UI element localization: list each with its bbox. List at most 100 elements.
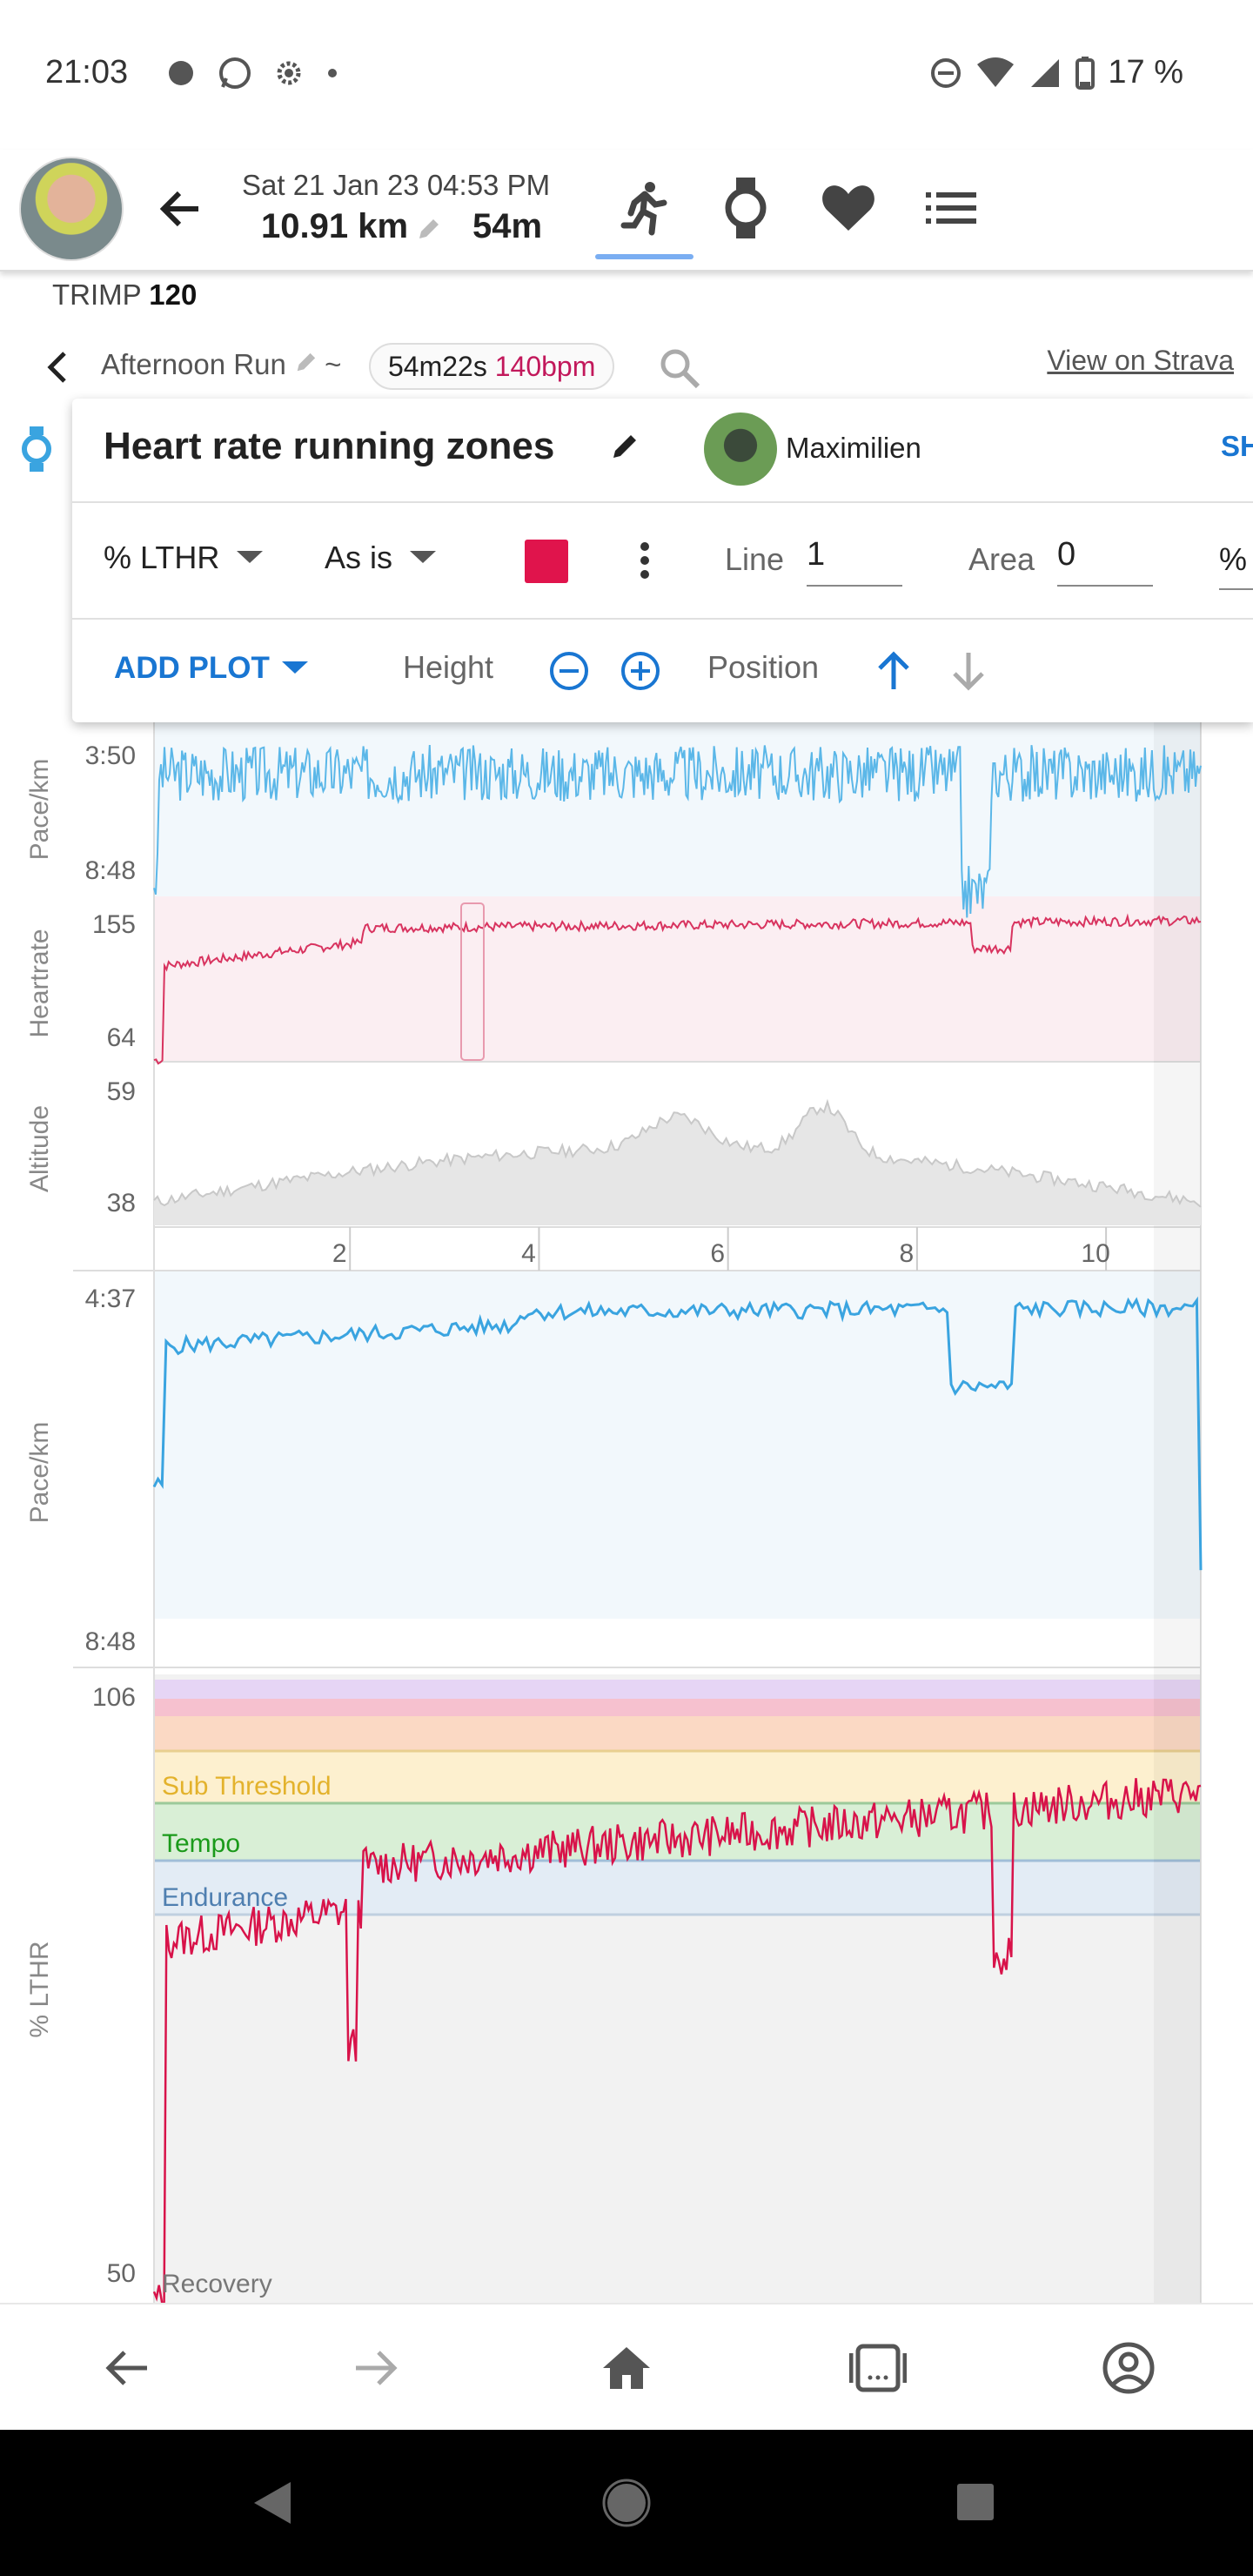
lthr-ylabel: % LTHR xyxy=(25,1941,54,2037)
altitude-small-area xyxy=(153,1098,1202,1225)
pace-big-bottom: 8:48 xyxy=(85,1627,136,1656)
edit-distance-icon[interactable] xyxy=(416,218,440,242)
system-back-icon[interactable] xyxy=(252,2480,292,2526)
status-time: 21:03 xyxy=(45,54,129,91)
nav-home-button[interactable] xyxy=(598,2339,655,2397)
arrow-down-icon[interactable] xyxy=(951,649,986,693)
plus-circle-icon[interactable] xyxy=(619,649,662,693)
nav-forward-button[interactable] xyxy=(348,2339,405,2397)
line-input[interactable]: 1 xyxy=(807,536,902,587)
arrow-right-icon xyxy=(356,2351,398,2385)
g-lthr-stroke xyxy=(152,1778,1202,2303)
g-alt-small-fill xyxy=(154,1101,1201,1225)
activity-row: Afternoon Run ~ 54m22s 140bpm View on St… xyxy=(0,338,1253,399)
alt-small-ylabel: Altitude xyxy=(25,1105,54,1192)
active-tab-indicator xyxy=(595,254,694,259)
watch-icon xyxy=(22,426,51,472)
dropdown-arrow-icon xyxy=(410,551,437,563)
search-icon[interactable] xyxy=(658,346,701,390)
tabs-icon xyxy=(849,2344,907,2392)
gear-icon xyxy=(277,61,301,85)
position-label: Position xyxy=(707,649,820,685)
strava-link[interactable]: View on Strava xyxy=(1047,345,1234,376)
pace-small-line xyxy=(153,744,1202,918)
activity-header: Sat 21 Jan 23 04:53 PM 10.91 km 54m xyxy=(0,150,1253,272)
notification-icon xyxy=(169,61,193,85)
user-name: Maximilien xyxy=(786,432,921,464)
transform-select[interactable]: As is xyxy=(325,540,437,576)
status-right: 17 % xyxy=(928,54,1183,91)
run-icon xyxy=(620,182,667,236)
unit-label: % xyxy=(1219,541,1248,577)
zone-threshold xyxy=(154,1716,1201,1751)
user-avatar[interactable] xyxy=(704,413,777,486)
g-pace-big-stroke xyxy=(152,1296,1203,1571)
alt-small-top: 59 xyxy=(107,1077,136,1106)
nav-account-button[interactable] xyxy=(1100,2339,1157,2397)
arrow-up-icon[interactable] xyxy=(876,649,911,693)
minus-circle-icon[interactable] xyxy=(547,649,591,693)
x-tick-label: 10 xyxy=(1081,1239,1109,1268)
height-label: Height xyxy=(403,649,494,685)
selection-highlight xyxy=(1154,722,1201,2303)
pace-small-ylabel: Pace/km xyxy=(25,759,54,861)
x-tick-label: 6 xyxy=(710,1239,725,1268)
system-recents-icon[interactable] xyxy=(955,2482,995,2522)
zone-tempo xyxy=(154,1803,1201,1861)
elapsed-hr-badge: 54m22s 140bpm xyxy=(369,343,615,390)
x-tick-label: 8 xyxy=(900,1239,915,1268)
tab-list[interactable] xyxy=(912,169,990,247)
add-plot-button[interactable]: ADD PLOT xyxy=(114,651,308,686)
more-vert-icon[interactable] xyxy=(638,541,652,580)
edit-name-icon xyxy=(297,352,316,372)
zone-label-endurance: Endurance xyxy=(162,1883,288,1912)
hr-small-bg xyxy=(154,896,1201,1062)
hr-small-bottom: 64 xyxy=(107,1023,136,1052)
alt-small-bottom: 38 xyxy=(107,1189,136,1218)
g-hr-small-stroke xyxy=(153,913,1202,1065)
share-button[interactable]: SH xyxy=(1221,430,1253,462)
zone-sub-threshold xyxy=(154,1751,1201,1803)
nav-back-button[interactable] xyxy=(97,2339,155,2397)
home-icon xyxy=(603,2347,650,2389)
pace-small-bottom: 8:48 xyxy=(85,856,136,885)
edit-title-icon[interactable] xyxy=(610,430,641,461)
arrow-left-icon xyxy=(105,2351,147,2385)
lthr-line xyxy=(152,1778,1202,2303)
browser-nav-bar xyxy=(0,2303,1253,2430)
g-pace-small-stroke xyxy=(153,744,1202,918)
zone-label-tempo: Tempo xyxy=(162,1829,240,1858)
pace-big-bg xyxy=(154,1271,1201,1619)
x-tick-label: 2 xyxy=(332,1239,347,1268)
activity-charts[interactable]: 3:50 8:48 155 64 59 38 4:37 8:48 106 50 … xyxy=(0,722,1253,2303)
color-swatch[interactable] xyxy=(525,540,568,583)
divider xyxy=(72,501,1253,503)
back-arrow-icon[interactable] xyxy=(155,183,207,235)
x-axis-ticks: 2 4 6 8 10 xyxy=(332,1227,1110,1271)
hover-marker xyxy=(460,902,485,1061)
tab-health[interactable] xyxy=(809,169,888,247)
activity-name[interactable]: Afternoon Run ~ xyxy=(101,348,342,380)
line-label: Line xyxy=(725,541,785,577)
plot-settings-panel: Heart rate running zones Maximilien SH %… xyxy=(72,399,1253,722)
tab-device[interactable] xyxy=(707,169,785,247)
area-input[interactable]: 0 xyxy=(1057,536,1153,587)
dnd-icon xyxy=(931,57,962,88)
status-bar: 21:03 17 % xyxy=(0,0,1253,150)
signal-icon xyxy=(1031,58,1060,87)
whatsapp-icon xyxy=(219,57,251,89)
heart-icon xyxy=(822,185,874,231)
heartrate-small-line xyxy=(153,913,1202,1065)
tab-run[interactable] xyxy=(606,169,684,247)
metric-select[interactable]: % LTHR xyxy=(104,540,264,576)
chevron-left-icon[interactable] xyxy=(42,350,73,385)
unit-underline xyxy=(1219,588,1253,590)
system-home-icon[interactable] xyxy=(602,2479,651,2527)
system-nav-bar xyxy=(0,2430,1253,2576)
hr-small-top: 155 xyxy=(92,910,136,939)
nav-tabs-button[interactable] xyxy=(849,2339,907,2397)
avatar[interactable] xyxy=(19,157,124,261)
hr-small-ylabel: Heartrate xyxy=(25,929,54,1037)
trimp-label: TRIMP xyxy=(52,278,142,311)
notification-icons xyxy=(164,54,341,92)
